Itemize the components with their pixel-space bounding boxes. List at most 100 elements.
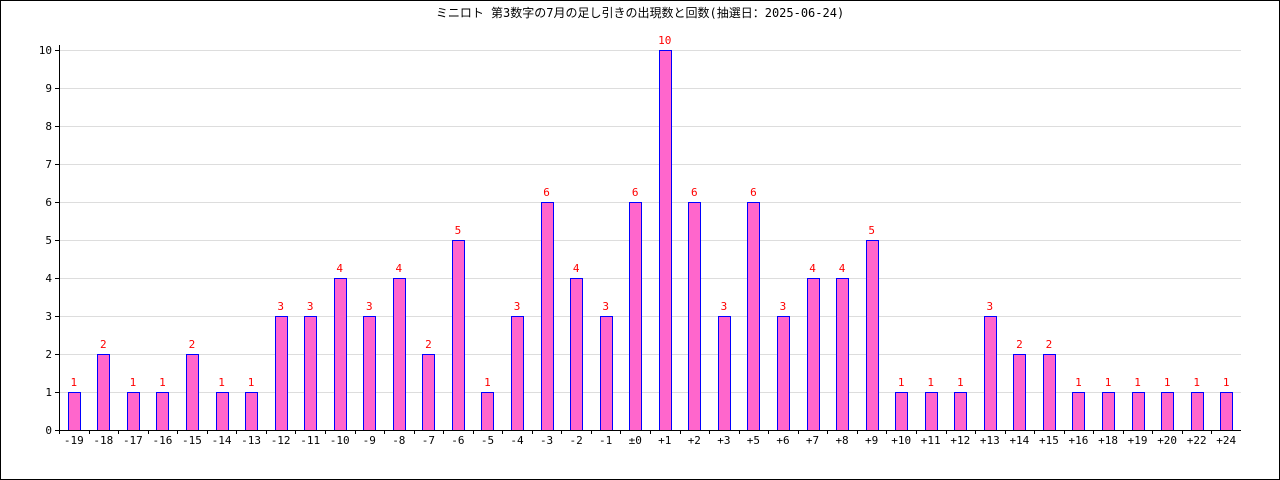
x-tick-label: +19: [1128, 434, 1148, 447]
x-tick-label: -13: [241, 434, 261, 447]
x-tick-label: +20: [1157, 434, 1177, 447]
data-label: 10: [658, 34, 671, 47]
x-tick-label: +18: [1098, 434, 1118, 447]
x-tick-label: -14: [212, 434, 232, 447]
y-tick-label: 3: [45, 310, 52, 323]
data-label: 1: [1223, 376, 1230, 389]
x-tick-label: -2: [570, 434, 583, 447]
bar: [747, 202, 760, 431]
bar: [363, 316, 376, 431]
data-label: 1: [218, 376, 225, 389]
bar: [1102, 392, 1115, 431]
data-label: 5: [455, 224, 462, 237]
data-label: 6: [691, 186, 698, 199]
x-tick-label: -12: [271, 434, 291, 447]
data-label: 4: [573, 262, 580, 275]
bar: [659, 50, 672, 431]
bar: [984, 316, 997, 431]
x-tick-label: +5: [747, 434, 760, 447]
x-tick-label: +24: [1216, 434, 1236, 447]
bar: [688, 202, 701, 431]
bar: [718, 316, 731, 431]
bar: [954, 392, 967, 431]
bar: [807, 278, 820, 431]
x-tick-label: ±0: [629, 434, 642, 447]
bar: [777, 316, 790, 431]
data-label: 1: [957, 376, 964, 389]
data-label: 4: [809, 262, 816, 275]
bar: [511, 316, 524, 431]
x-tick-label: -16: [152, 434, 172, 447]
bar: [216, 392, 229, 431]
data-label: 1: [1164, 376, 1171, 389]
bar: [334, 278, 347, 431]
bar: [156, 392, 169, 431]
data-label: 1: [484, 376, 491, 389]
x-tick-label: +12: [950, 434, 970, 447]
data-label: 1: [70, 376, 77, 389]
data-label: 3: [602, 300, 609, 313]
y-tick-label: 1: [45, 386, 52, 399]
x-tick-label: -9: [363, 434, 376, 447]
bar: [186, 354, 199, 431]
x-tick-label: -4: [510, 434, 524, 447]
x-tick-label: +9: [865, 434, 878, 447]
bar: [1072, 392, 1085, 431]
y-tick-label: 0: [45, 424, 52, 437]
bar: [866, 240, 879, 431]
x-tick-label: -6: [451, 434, 464, 447]
data-label: 2: [100, 338, 107, 351]
data-label: 2: [189, 338, 196, 351]
data-label: 3: [780, 300, 787, 313]
bar: [895, 392, 908, 431]
data-labels: 1 2 1 1 2 1 1 3 3 4 3 4 2 5 1 3 6 4 3 6 10 6 3 6 3 4 4 5 1 1 1 3 2 2 1 1 1 1 1…: [70, 34, 1229, 389]
bar: [1132, 392, 1145, 431]
x-tick-label: +3: [717, 434, 730, 447]
data-label: 6: [750, 186, 757, 199]
data-label: 6: [543, 186, 550, 199]
y-tick-label: 10: [39, 44, 52, 57]
x-tick-label: +15: [1039, 434, 1059, 447]
y-tick-label: 8: [45, 120, 52, 133]
bars: [68, 50, 1233, 431]
data-label: 1: [1193, 376, 1200, 389]
data-label: 5: [868, 224, 875, 237]
x-tick-label: -7: [422, 434, 435, 447]
bar: [304, 316, 317, 431]
bar: [600, 316, 613, 431]
x-tick-label: +1: [658, 434, 671, 447]
grid-lines: [59, 50, 1241, 393]
y-tick-label: 2: [45, 348, 52, 361]
bar: [541, 202, 554, 431]
bar: [245, 392, 258, 431]
data-label: 3: [721, 300, 728, 313]
bar: [393, 278, 406, 431]
bar: [481, 392, 494, 431]
data-label: 2: [1016, 338, 1023, 351]
data-label: 3: [987, 300, 994, 313]
data-label: 1: [1134, 376, 1141, 389]
data-label: 4: [839, 262, 846, 275]
x-tick-label: +11: [921, 434, 941, 447]
data-label: 1: [1105, 376, 1112, 389]
data-label: 4: [336, 262, 343, 275]
x-tick-label: +8: [835, 434, 848, 447]
data-label: 3: [514, 300, 521, 313]
bar: [97, 354, 110, 431]
data-label: 4: [396, 262, 403, 275]
x-tick-label: -10: [330, 434, 350, 447]
x-tick-label: +6: [776, 434, 789, 447]
data-label: 1: [159, 376, 166, 389]
bar: [68, 392, 81, 431]
bar: [275, 316, 288, 431]
data-label: 1: [130, 376, 137, 389]
data-label: 6: [632, 186, 639, 199]
y-tick-label: 4: [45, 272, 52, 285]
y-tick-label: 7: [45, 158, 52, 171]
x-tick-label: -19: [64, 434, 84, 447]
bar: [629, 202, 642, 431]
bar: [1161, 392, 1174, 431]
bar: [452, 240, 465, 431]
